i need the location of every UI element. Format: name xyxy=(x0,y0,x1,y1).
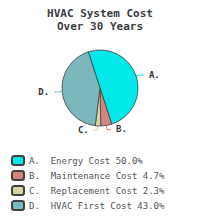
svg-text:C.: C. xyxy=(78,125,89,135)
svg-text:C. Replacement Cost 2.3%: C. Replacement Cost 2.3% xyxy=(29,186,165,196)
svg-text:A.: A. xyxy=(149,70,160,80)
svg-text:D. HVAC First Cost 43.0%: D. HVAC First Cost 43.0% xyxy=(29,201,165,211)
svg-text:B.: B. xyxy=(116,124,127,134)
svg-text:HVAC System Cost: HVAC System Cost xyxy=(47,7,153,20)
svg-text:A. Energy Cost 50.0%: A. Energy Cost 50.0% xyxy=(29,156,143,166)
svg-text:Over 30 Years: Over 30 Years xyxy=(57,20,143,33)
svg-text:B. Maintenance Cost 4.7%: B. Maintenance Cost 4.7% xyxy=(29,171,165,181)
svg-text:D.: D. xyxy=(38,87,49,97)
